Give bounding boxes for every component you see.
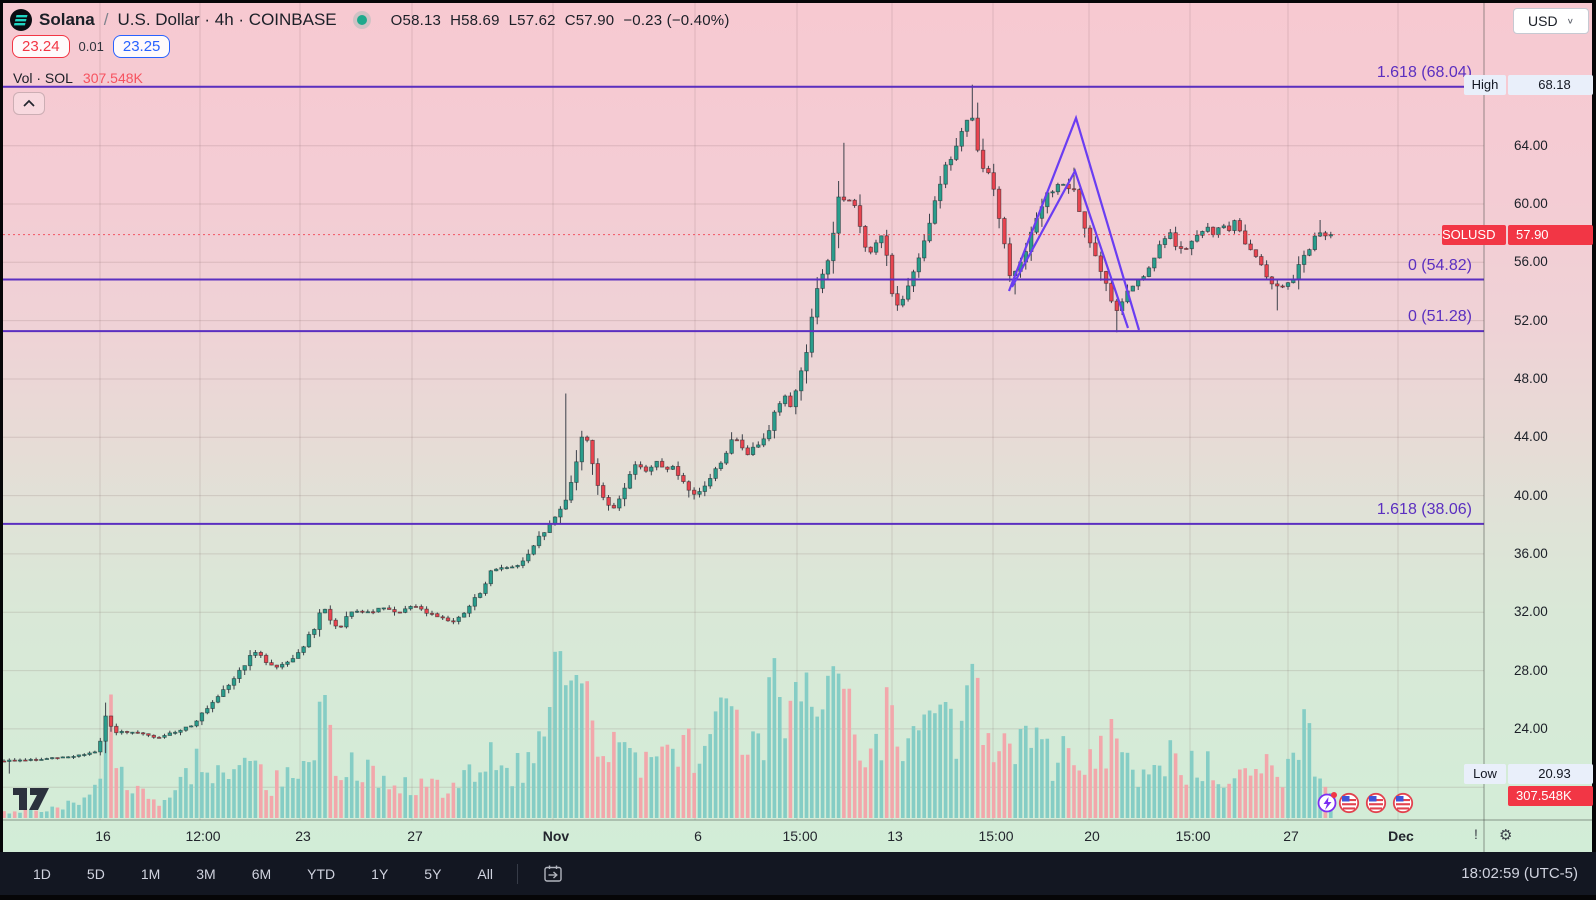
fib-retracement-lines (3, 85, 1484, 525)
event-markers (1317, 792, 1414, 814)
price-axis-label: 24.00 (1514, 721, 1548, 736)
range-button-1M[interactable]: 1M (140, 865, 161, 882)
range-button-1Y[interactable]: 1Y (371, 865, 389, 882)
market-open-status-icon[interactable] (352, 10, 372, 30)
price-axis-label: 32.00 (1514, 604, 1548, 619)
time-axis-label: Dec (1388, 828, 1414, 844)
us-economic-event-icon (1365, 792, 1387, 814)
volume-bars (3, 651, 1333, 818)
volume-value-tag: 307.548K (1508, 786, 1593, 806)
go-to-date-button[interactable] (542, 863, 564, 885)
time-axis[interactable]: 16 12:00 23 27 Nov 6 15:00 13 15:00 20 15:00 27 Dec … (3, 820, 1592, 852)
low-value: L57.62 (508, 11, 556, 29)
fib-level-label[interactable]: 1.618 (68.04) (1376, 64, 1472, 81)
pane-collapse-button[interactable] (13, 92, 45, 115)
time-axis-label: 27 (407, 828, 423, 844)
toolbar-divider (516, 863, 518, 884)
time-axis-label: 15:00 (978, 828, 1014, 844)
time-axis-label: 6 (694, 828, 702, 844)
chevron-down-icon: ∨ (1566, 16, 1574, 26)
volume-value: 307.548K (82, 70, 143, 86)
us-economic-event-icon (1338, 792, 1360, 814)
fib-level-label[interactable]: 0 (54.82) (1407, 257, 1472, 274)
symbol-header: Solana / U.S. Dollar · 4h · COINBASE O58… (10, 7, 730, 33)
time-axis-label: 13 (887, 828, 903, 844)
price-axis-label: 56.00 (1514, 254, 1548, 269)
price-axis-label: 52.00 (1514, 313, 1548, 328)
range-button-YTD[interactable]: YTD (307, 865, 336, 882)
symbol-description[interactable]: U.S. Dollar · 4h · COINBASE (117, 10, 337, 29)
sell-button[interactable]: 23.24 (12, 35, 70, 58)
range-button-All[interactable]: All (477, 865, 493, 882)
us-economic-event-icon (1392, 792, 1414, 814)
chevron-up-icon (23, 99, 35, 107)
last-price-value-tag[interactable]: 57.90 (1508, 225, 1593, 245)
solana-logo-icon[interactable] (10, 9, 32, 31)
time-axis-label: 15:00 (1175, 828, 1211, 844)
volume-label[interactable]: Vol · SOL (13, 70, 73, 86)
tradingview-watermark (13, 788, 49, 810)
price-axis-label: 28.00 (1514, 663, 1548, 678)
bid-ask-widget: 23.24 0.01 23.25 (12, 35, 171, 58)
time-axis-label: 12:00 (185, 828, 221, 844)
range-button-6M[interactable]: 6M (251, 865, 272, 882)
session-clock[interactable]: 18:02:59 (UTC-5) (1461, 865, 1578, 882)
price-axis-label: 48.00 (1514, 371, 1548, 386)
time-axis-label: Nov (542, 828, 570, 844)
timezone-alert-icon[interactable]: ! (1474, 826, 1478, 842)
high-tag-label: High (1464, 75, 1506, 95)
pattern-drawing (1007, 114, 1141, 331)
symbol-separator: / (103, 10, 109, 29)
high-tag-value: 68.18 (1508, 75, 1593, 95)
ohlc-readout: O58.13 H58.69 L57.62 C57.90 −0.23 (−0.40… (391, 12, 730, 29)
change-value: −0.23 (−0.40%) (623, 11, 730, 29)
symbol-name[interactable]: Solana (39, 10, 95, 29)
range-button-5Y[interactable]: 5Y (424, 865, 442, 882)
high-value: H58.69 (450, 11, 500, 29)
crypto-event-icon (1317, 792, 1337, 813)
close-value: C57.90 (564, 11, 615, 29)
date-range-buttons: 1D 5D 1M 3M 6M YTD 1Y 5Y All (33, 866, 493, 882)
volume-indicator-legend: Vol · SOL 307.548K (13, 70, 143, 86)
time-axis-label: 20 (1084, 828, 1100, 844)
price-axis-label: 44.00 (1514, 429, 1548, 444)
fib-level-label[interactable]: 0 (51.28) (1407, 308, 1472, 325)
open-value: O58.13 (390, 11, 442, 29)
range-button-3M[interactable]: 3M (196, 865, 216, 882)
price-axis-label: 36.00 (1514, 546, 1548, 561)
last-price-symbol-tag[interactable]: SOLUSD (1442, 225, 1506, 245)
time-axis-label: 27 (1283, 828, 1299, 844)
low-tag-label: Low (1464, 764, 1506, 784)
time-axis-label: 15:00 (782, 828, 818, 844)
spread-value: 0.01 (78, 39, 104, 54)
fib-level-label[interactable]: 1.618 (38.06) (1376, 501, 1472, 518)
low-tag-value: 20.93 (1508, 764, 1593, 784)
price-axis-label: 40.00 (1514, 488, 1548, 503)
gear-icon[interactable]: ⚙ (1499, 827, 1513, 844)
price-axis-label: 64.00 (1514, 138, 1548, 153)
chart-grid (3, 3, 1484, 820)
bottom-toolbar: 1D 5D 1M 3M 6M YTD 1Y 5Y All 18:02:59 (UTC-5) (0, 852, 1596, 895)
range-button-5D[interactable]: 5D (86, 865, 105, 882)
buy-button[interactable]: 23.25 (112, 35, 171, 58)
price-axis-label: 60.00 (1514, 196, 1548, 211)
range-button-1D[interactable]: 1D (33, 865, 51, 882)
currency-value: USD (1528, 13, 1558, 29)
currency-selector[interactable]: USD ∨ (1513, 8, 1589, 34)
time-axis-label: 23 (295, 828, 311, 844)
time-axis-label: 16 (95, 828, 111, 844)
